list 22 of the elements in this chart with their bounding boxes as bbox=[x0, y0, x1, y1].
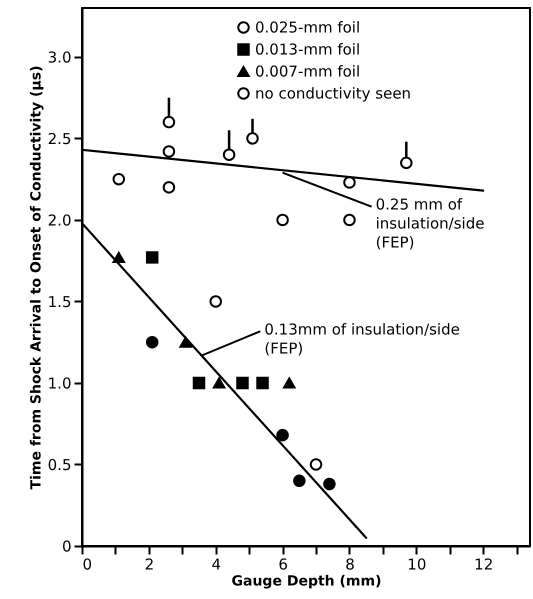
x-tick-label: 4 bbox=[211, 556, 222, 574]
legend-label: no conductivity seen bbox=[255, 84, 412, 102]
y-tick-label: 2.0 bbox=[48, 211, 72, 230]
y-axis-title: Time from Shock Arrival to Onset of Conductivity (μs) bbox=[28, 66, 45, 490]
legend-label: 0.013-mm foil bbox=[255, 40, 360, 58]
x-axis-title: Gauge Depth (mm) bbox=[232, 574, 382, 590]
x-tick-label: 12 bbox=[474, 556, 494, 574]
legend-label: 0.025-mm foil bbox=[255, 18, 360, 36]
legend-label: 0.007-mm foil bbox=[255, 62, 360, 80]
x-tick-label: 10 bbox=[407, 556, 426, 574]
y-tick-label: 1.0 bbox=[48, 374, 72, 392]
x-tick-label: 6 bbox=[278, 556, 288, 574]
y-tick-label: 0.5 bbox=[48, 456, 72, 474]
y-tick-label: 3.0 bbox=[48, 48, 72, 66]
y-tick-label: 0 bbox=[62, 538, 72, 556]
x-tick-label: 8 bbox=[345, 556, 355, 574]
y-tick-label: 2.5 bbox=[48, 130, 72, 148]
x-tick-label: 0 bbox=[82, 556, 92, 574]
y-tick-label: 1.5 bbox=[48, 292, 72, 311]
x-tick-label: 2 bbox=[144, 556, 154, 574]
annotation: 0.13mm of insulation/side (FEP) bbox=[264, 320, 460, 358]
annotation: 0.25 mm of insulation/side (FEP) bbox=[376, 196, 484, 252]
